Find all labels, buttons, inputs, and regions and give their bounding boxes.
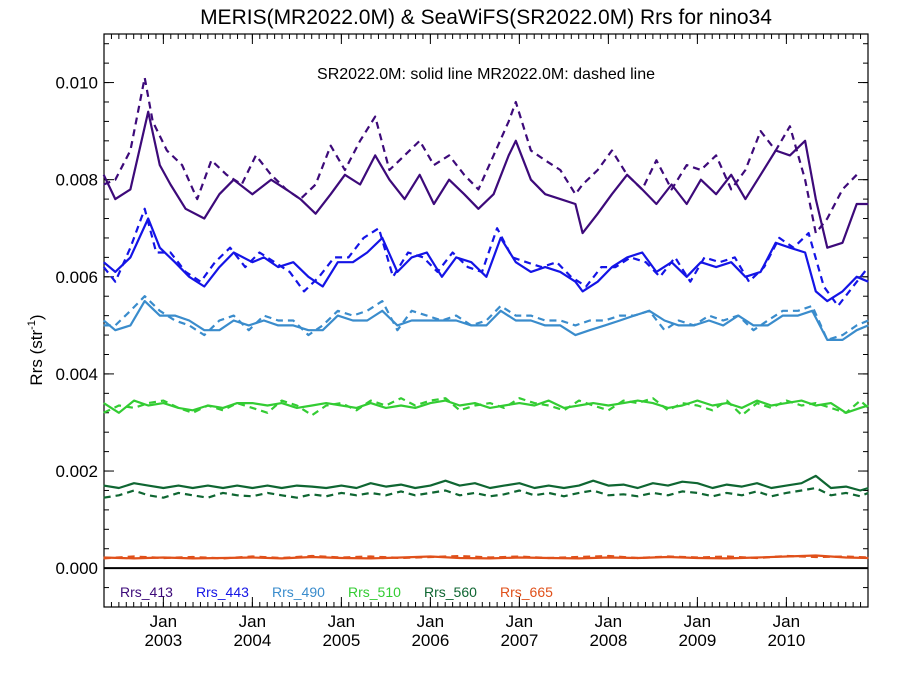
x-tick-month-label: Jan [595,612,622,631]
y-tick-label: 0.002 [55,462,98,481]
legend-entry-rrs-443: Rrs_443 [196,584,249,600]
legend-entry-rrs-490: Rrs_490 [272,584,325,600]
x-tick-month-label: Jan [506,612,533,631]
y-tick-label: 0.010 [55,74,98,93]
y-axis-label: Rrs (str-1) [26,314,46,385]
x-tick-year-label: 2007 [500,631,538,650]
x-tick-year-label: 2008 [589,631,627,650]
series-line-rrs-413-dashed [103,76,858,235]
x-tick-month-label: Jan [239,612,266,631]
x-tick-month-label: Jan [773,612,800,631]
y-axis-label-tail: ) [27,314,46,320]
series-line-rrs-560-dashed [103,486,869,499]
x-tick-year-label: 2006 [411,631,449,650]
legend-entry-rrs-413: Rrs_413 [120,584,173,600]
y-tick-label: 0.006 [55,268,98,287]
plot-area: 0.0000.0020.0040.0060.0080.010Jan2003Jan… [55,33,870,650]
x-tick-year-label: 2009 [678,631,716,650]
y-axis-label-base: Rrs (str [27,330,46,386]
series-line-rrs-490-solid [102,300,869,341]
x-tick-month-label: Jan [684,612,711,631]
series-line-rrs-510-solid [103,399,869,414]
legend-entry-rrs-510: Rrs_510 [348,584,401,600]
series-line-rrs-560-solid [103,474,869,492]
x-tick-year-label: 2005 [322,631,360,650]
y-tick-label: 0.008 [55,171,98,190]
chart-title: MERIS(MR2022.0M) & SeaWiFS(SR2022.0M) Rr… [200,6,772,29]
x-tick-month-label: Jan [328,612,355,631]
y-tick-label: 0.000 [55,559,98,578]
x-tick-year-label: 2004 [233,631,271,650]
series-line-rrs-443-solid [102,217,869,303]
series-line-rrs-490-dashed [103,295,869,341]
x-tick-month-label: Jan [150,612,177,631]
series-line-rrs-510-dashed [103,397,870,417]
y-tick-label: 0.004 [55,365,98,384]
y-axis-label-exponent: -1 [26,320,38,330]
x-tick-year-label: 2010 [767,631,805,650]
series-line-rrs-413-solid [102,110,869,249]
x-tick-month-label: Jan [417,612,444,631]
line-style-annotation: SR2022.0M: solid line MR2022.0M: dashed … [317,66,655,83]
legend-entry-rrs-665: Rrs_665 [500,584,553,600]
series-line-rrs-443-dashed [102,207,870,307]
x-tick-year-label: 2003 [144,631,182,650]
series-line-rrs-665-dashed [103,554,869,560]
legend-entry-rrs-560: Rrs_560 [424,584,477,600]
